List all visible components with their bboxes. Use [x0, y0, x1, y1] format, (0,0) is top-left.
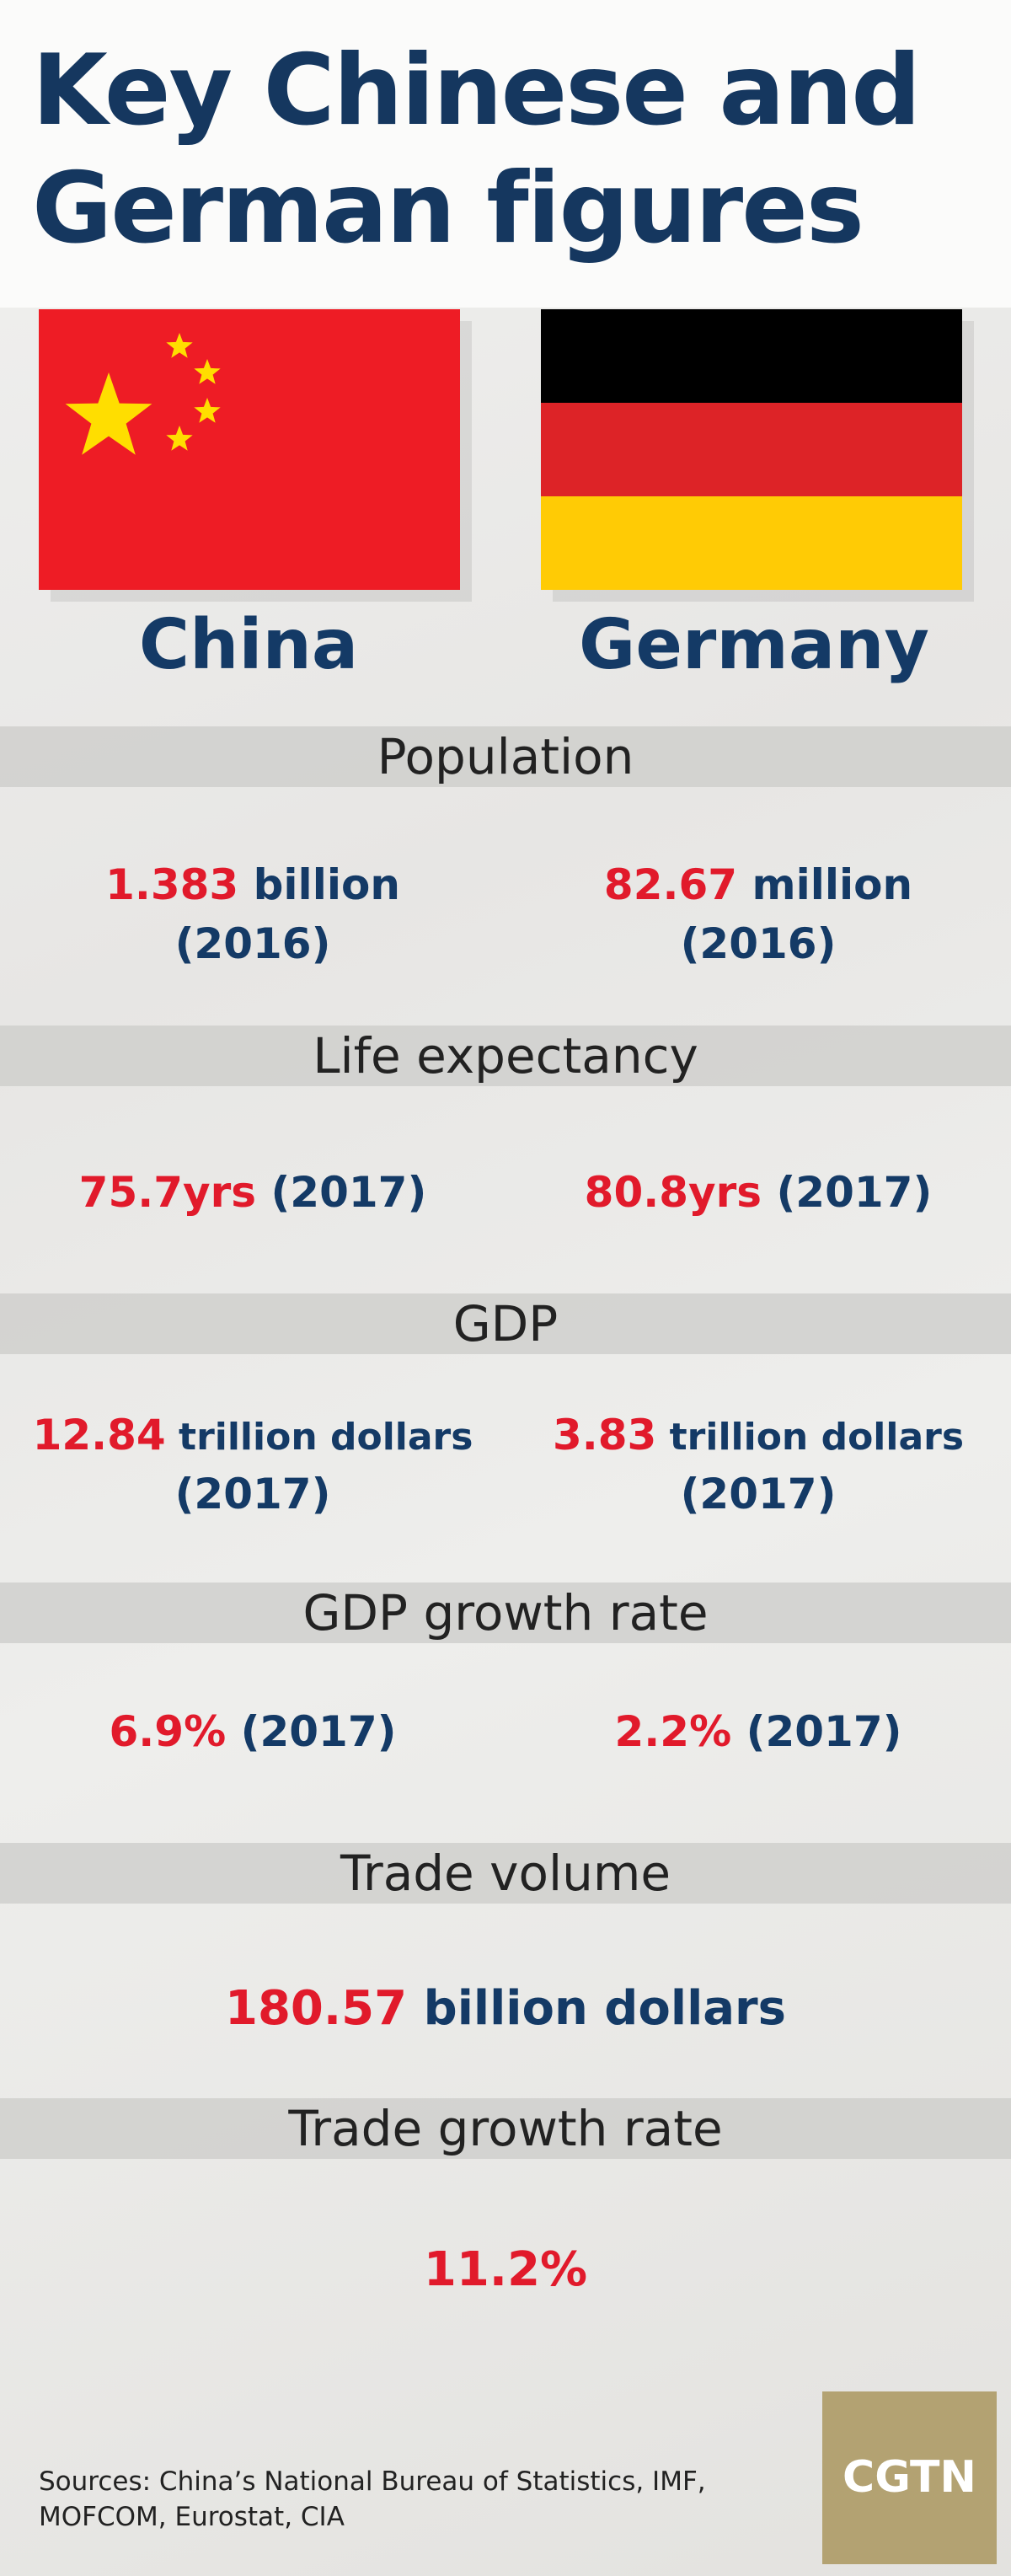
gdp-germany-unit: trillion dollars: [656, 1416, 965, 1459]
china-flag-big-star: [65, 372, 152, 455]
life-expectancy-germany-value: 80.8yrs: [584, 1168, 762, 1217]
life-expectancy-china-value: 75.7yrs: [78, 1168, 257, 1217]
population-china-unit: billion: [238, 860, 400, 909]
china-flag: [39, 309, 460, 590]
trade-volume-value: 180.57: [225, 1981, 408, 2036]
china-flag-small-star-1: [166, 333, 193, 358]
trade-volume: 180.57 billion dollars: [0, 1976, 1011, 2042]
population-germany-value: 82.67: [603, 860, 738, 909]
gdp-germany-value: 3.83: [552, 1411, 657, 1459]
page-title-line-2: German figures: [32, 152, 864, 265]
gdp-china-unit: trillion dollars: [165, 1416, 473, 1459]
germany-flag-black-band: [541, 309, 962, 403]
population-germany: 82.67 million (2016): [506, 855, 1011, 973]
china-flag-small-star-3: [194, 398, 221, 423]
section-header-gdp-growth-rate: GDP growth rate: [0, 1583, 1011, 1643]
population-china: 1.383 billion (2016): [0, 855, 506, 973]
life-expectancy-germany: 80.8yrs (2017): [506, 1163, 1011, 1222]
page-title-line-1: Key Chinese and: [32, 34, 921, 147]
life-expectancy-china: 75.7yrs (2017): [0, 1163, 506, 1222]
section-header-trade-volume: Trade volume: [0, 1843, 1011, 1904]
germany-flag-red-band: [541, 403, 962, 496]
china-flag-stars: [65, 333, 221, 455]
population-germany-year: (2016): [680, 919, 837, 968]
trade-volume-unit: billion dollars: [407, 1981, 786, 2036]
country-label-germany: Germany: [579, 605, 929, 685]
trade-growth: 11.2%: [0, 2237, 1011, 2303]
population-china-year: (2016): [174, 919, 331, 968]
gdp-germany-year: (2017): [680, 1470, 837, 1518]
china-flag-small-star-4: [166, 426, 193, 451]
gdp-china-value: 12.84: [32, 1411, 166, 1459]
sources-line-1: Sources: China’s National Bureau of Stat…: [39, 2466, 706, 2497]
section-header-trade-growth-rate: Trade growth rate: [0, 2098, 1011, 2159]
sources-line-2: MOFCOM, Eurostat, CIA: [39, 2501, 345, 2532]
gdp-growth-germany-value: 2.2%: [614, 1707, 732, 1756]
gdp-china: 12.84 trillion dollars (2017): [0, 1406, 506, 1524]
gdp-growth-china-value: 6.9%: [109, 1707, 227, 1756]
gdp-growth-germany: 2.2% (2017): [506, 1702, 1011, 1761]
germany-flag: [541, 309, 962, 590]
population-germany-unit: million: [737, 860, 913, 909]
china-flag-small-star-2: [194, 359, 221, 384]
gdp-growth-china-year: (2017): [226, 1707, 397, 1756]
cgtn-logo: CGTN: [822, 2391, 997, 2564]
sources-note: Sources: China’s National Bureau of Stat…: [39, 2465, 797, 2536]
life-expectancy-germany-year: (2017): [762, 1168, 933, 1217]
gdp-china-year: (2017): [174, 1470, 331, 1518]
country-label-china: China: [138, 605, 359, 685]
gdp-growth-china: 6.9% (2017): [0, 1702, 506, 1761]
gdp-germany: 3.83 trillion dollars (2017): [506, 1406, 1011, 1524]
section-header-population: Population: [0, 726, 1011, 787]
life-expectancy-china-year: (2017): [256, 1168, 427, 1217]
population-china-value: 1.383: [105, 860, 239, 909]
section-header-gdp: GDP: [0, 1293, 1011, 1354]
title-block: Key Chinese and German figures: [0, 0, 1011, 308]
germany-flag-gold-band: [541, 496, 962, 590]
section-header-life-expectancy: Life expectancy: [0, 1026, 1011, 1086]
gdp-growth-germany-year: (2017): [731, 1707, 902, 1756]
trade-growth-value: 11.2%: [423, 2242, 588, 2297]
